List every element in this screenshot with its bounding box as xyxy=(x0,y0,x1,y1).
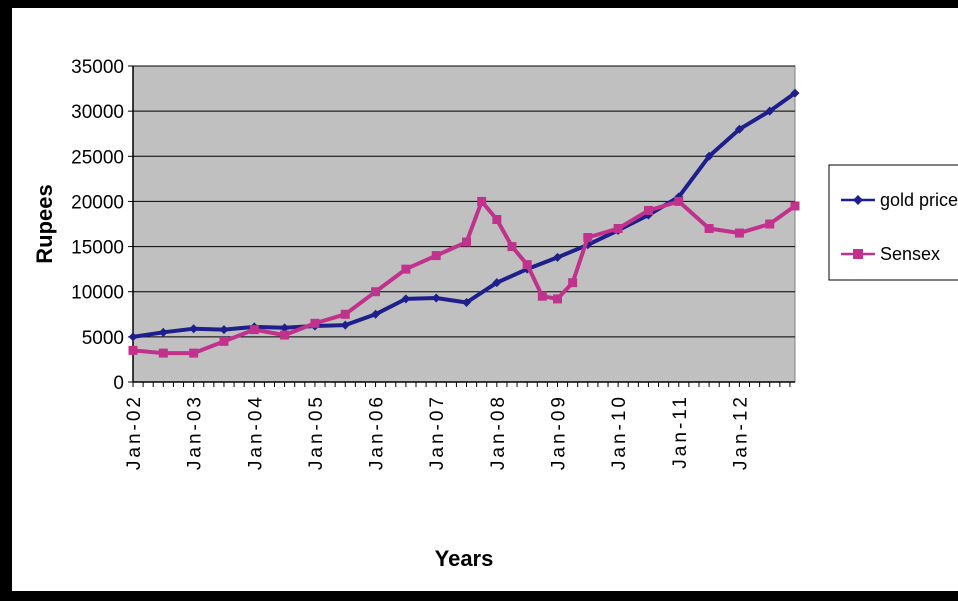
frame-border-top xyxy=(0,0,958,8)
data-point xyxy=(158,327,168,337)
data-point xyxy=(674,196,684,206)
data-point xyxy=(371,287,381,297)
data-point xyxy=(219,325,229,335)
data-point xyxy=(280,323,290,333)
data-point xyxy=(765,219,775,229)
y-tick-label: 0 xyxy=(113,373,124,394)
data-point xyxy=(552,252,562,262)
data-point xyxy=(128,345,138,355)
data-point xyxy=(643,205,653,215)
data-point xyxy=(280,330,290,340)
data-point xyxy=(462,298,472,308)
series-group xyxy=(128,88,800,358)
plot-area xyxy=(132,65,796,383)
data-point xyxy=(704,224,714,234)
x-tick-label: Jan-09 xyxy=(548,394,569,470)
x-tick-label: Jan-05 xyxy=(306,394,327,470)
data-point xyxy=(522,260,532,270)
data-point xyxy=(477,196,487,206)
x-tick-label: Jan-11 xyxy=(670,394,691,469)
data-point xyxy=(401,264,411,274)
legend-box xyxy=(828,164,958,281)
data-point xyxy=(492,278,502,288)
data-point xyxy=(340,309,350,319)
data-point xyxy=(158,348,168,358)
data-point xyxy=(765,106,775,116)
data-point xyxy=(431,251,441,261)
data-point xyxy=(310,318,320,328)
data-point xyxy=(401,294,411,304)
data-point xyxy=(371,309,381,319)
legend-label-sensex: Sensex xyxy=(880,244,940,264)
frame-border-left xyxy=(0,0,12,601)
data-point xyxy=(431,293,441,303)
data-point xyxy=(492,214,502,224)
data-point xyxy=(219,336,229,346)
data-point xyxy=(734,124,744,134)
x-axis-title: Years xyxy=(435,546,494,571)
data-point xyxy=(734,228,744,238)
legend: gold price Sensex xyxy=(828,164,958,281)
x-tick-label: Jan-06 xyxy=(367,394,388,470)
legend-marker-sensex xyxy=(853,249,863,259)
data-point xyxy=(189,324,199,334)
data-point xyxy=(552,294,562,304)
legend-marker-gold xyxy=(853,195,863,205)
data-point xyxy=(790,201,800,211)
gridlines xyxy=(133,65,795,338)
x-tick-label: Jan-12 xyxy=(730,394,751,470)
frame-border-bottom xyxy=(0,591,958,601)
y-tick-label: 30000 xyxy=(71,102,124,123)
data-point xyxy=(189,348,199,358)
y-axis-ticks: 0 5000 10000 15000 20000 25000 30000 35000 xyxy=(71,57,795,394)
x-tick-label: Jan-04 xyxy=(245,394,266,470)
data-point xyxy=(583,233,593,243)
x-tick-label: Jan-08 xyxy=(488,394,509,470)
data-point xyxy=(340,320,350,330)
y-axis-title: Rupees xyxy=(32,184,57,263)
x-tick-label: Jan-03 xyxy=(185,394,206,470)
x-tick-label: Jan-10 xyxy=(609,394,630,470)
x-axis-ticks: Jan-02 Jan-03 Jan-04 Jan-05 Jan-06 Jan-07 Jan-… xyxy=(124,382,791,470)
data-point xyxy=(537,291,547,301)
y-tick-label: 15000 xyxy=(71,238,124,259)
y-tick-label: 10000 xyxy=(71,283,124,304)
y-tick-label: 20000 xyxy=(71,192,124,213)
y-tick-label: 25000 xyxy=(71,147,124,168)
legend-label-gold: gold price xyxy=(880,190,958,210)
y-tick-label: 5000 xyxy=(82,328,124,349)
data-point xyxy=(507,242,517,252)
data-point xyxy=(128,332,138,342)
data-point xyxy=(704,151,714,161)
x-tick-label: Jan-02 xyxy=(124,394,145,470)
x-tick-label: Jan-07 xyxy=(427,394,448,470)
data-point xyxy=(249,325,259,335)
y-tick-label: 35000 xyxy=(71,57,124,78)
data-point xyxy=(790,88,800,98)
data-point xyxy=(613,224,623,234)
data-point xyxy=(568,278,578,288)
data-point xyxy=(462,237,472,247)
